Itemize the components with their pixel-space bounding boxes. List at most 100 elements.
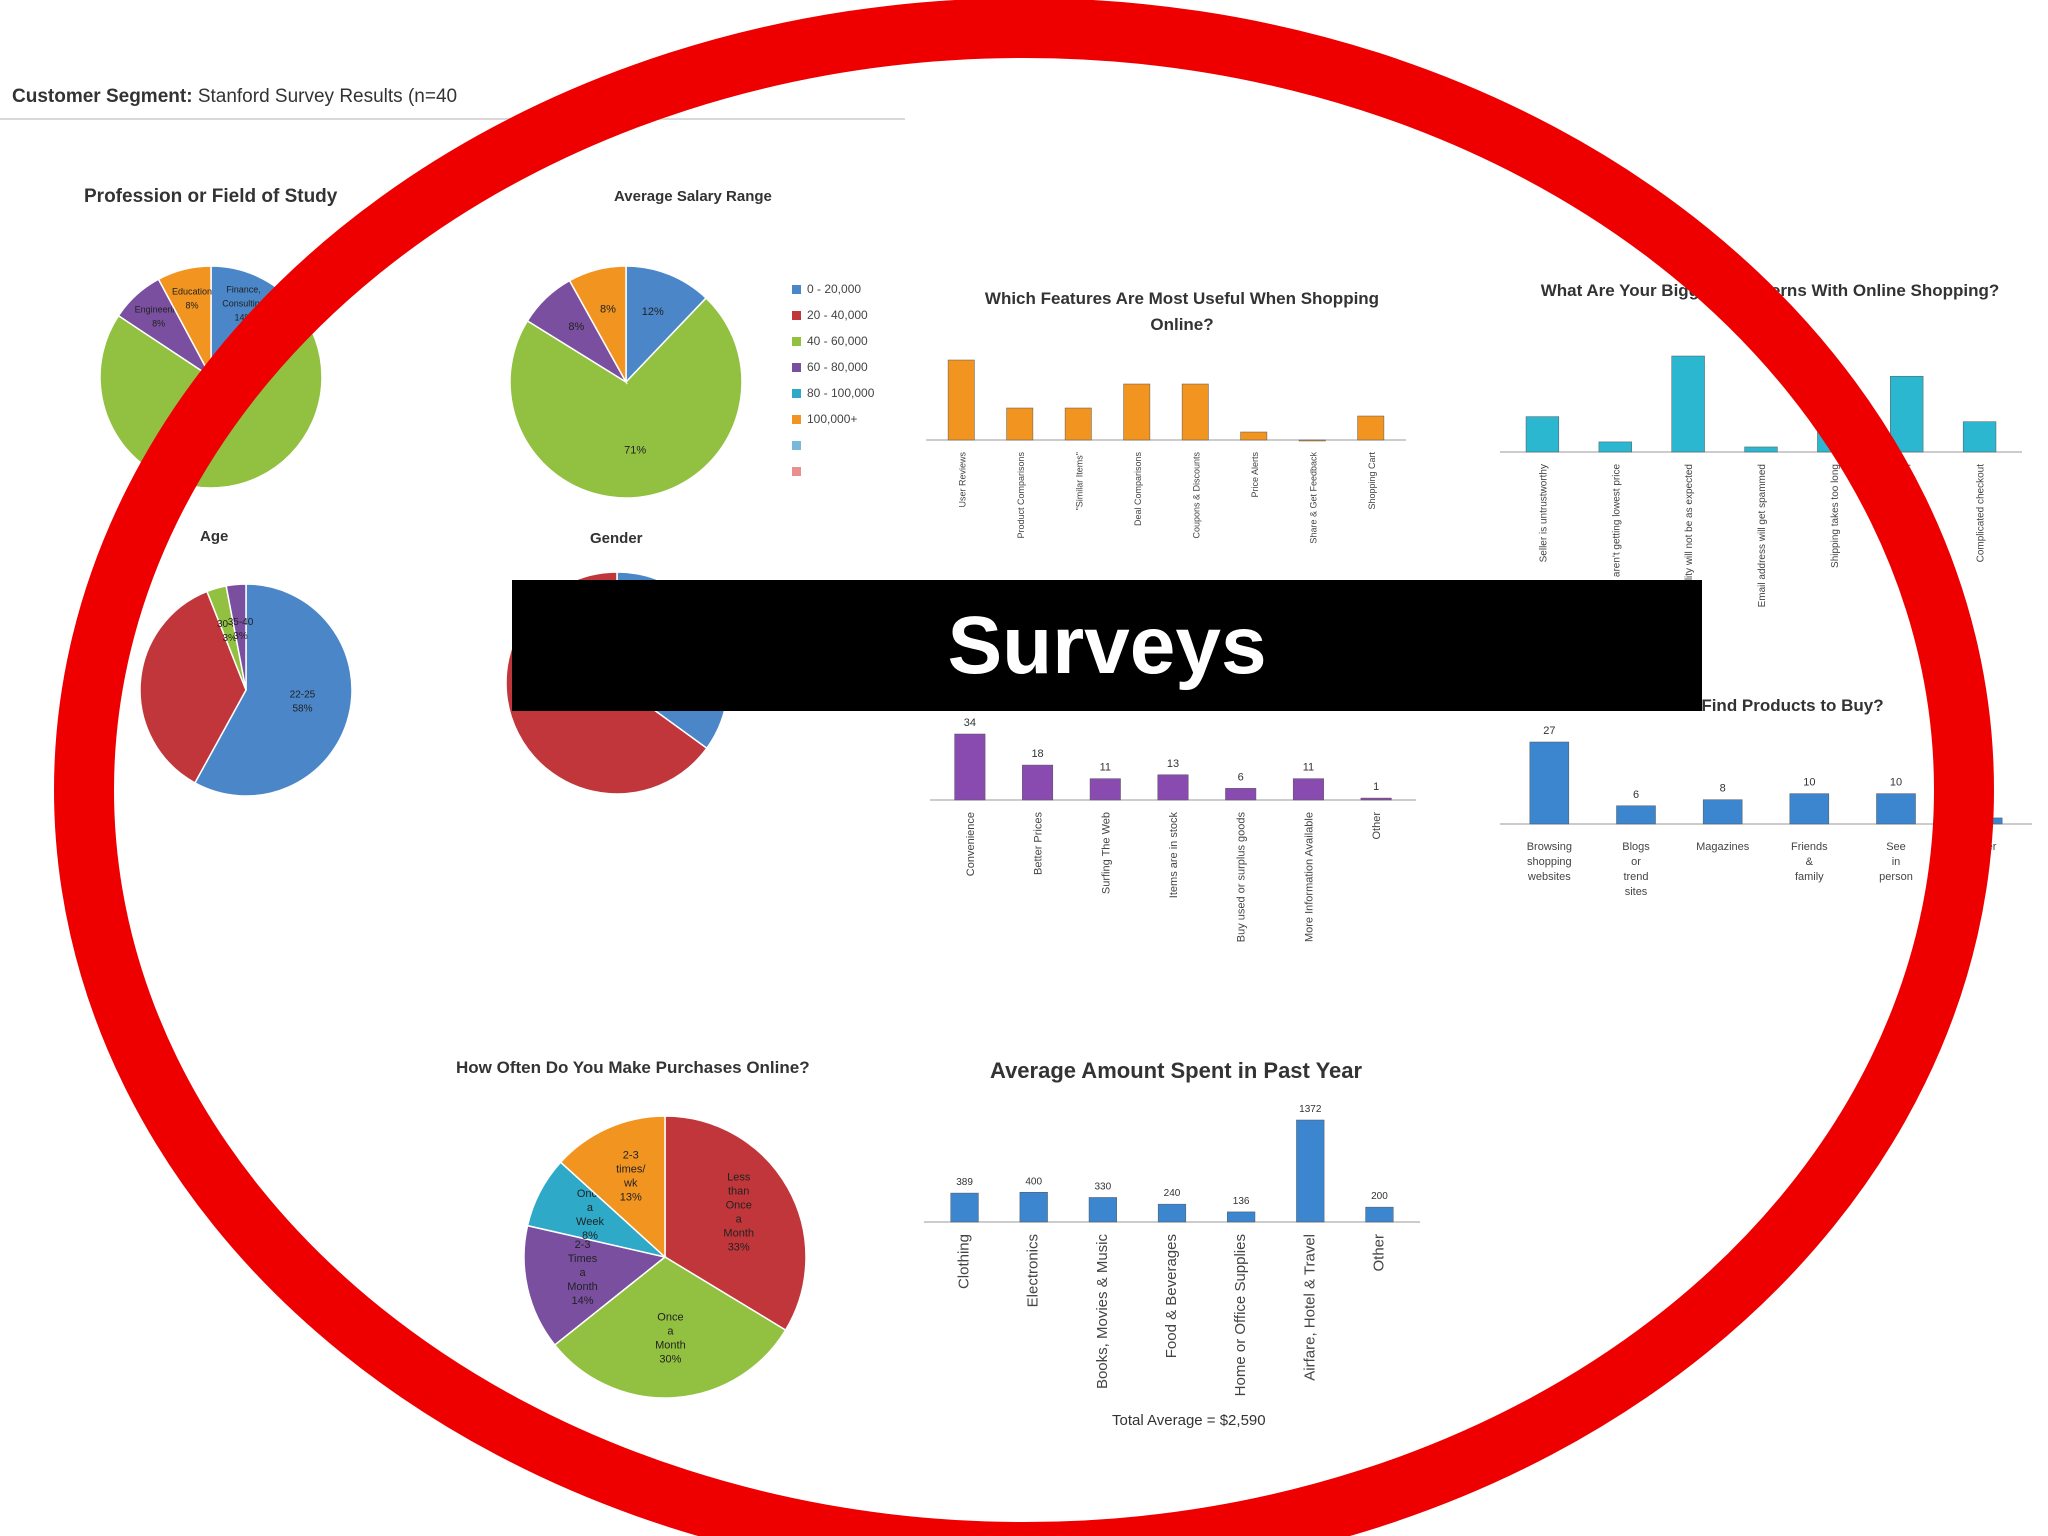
bar — [1365, 1206, 1394, 1223]
spent-title: Average Amount Spent in Past Year — [990, 1058, 1363, 1083]
bar-value-label: 136 — [1233, 1196, 1250, 1207]
bar-value-label: 200 — [1371, 1191, 1388, 1202]
category-label: Browsing shopping websites — [1527, 841, 1572, 883]
bar — [1089, 778, 1121, 801]
bar-value-label: 27 — [1543, 725, 1555, 737]
bar — [1671, 355, 1705, 453]
bar-value-label: 8 — [1720, 783, 1726, 795]
bar — [1019, 1192, 1048, 1223]
find-bar-chart: 27 Browsing shopping websites 6 Blogs or trend s… — [1500, 725, 2032, 898]
bar — [1357, 415, 1385, 441]
category-label: Electronics — [1025, 1234, 1042, 1307]
bar — [1292, 778, 1324, 801]
legend-swatch — [792, 284, 801, 294]
spent-bar-chart: 389 Clothing 400 Electronics 330 Books, Movie… — [924, 1104, 1420, 1396]
header-label: Customer Segment: — [12, 86, 193, 107]
bar — [1817, 426, 1851, 453]
legend-swatch — [792, 414, 801, 424]
category-label: Blogs or trend sites — [1622, 841, 1650, 898]
header-divider — [0, 118, 905, 120]
category-label: Difficult to return — [1903, 464, 1914, 537]
bar — [1789, 793, 1830, 825]
salary-legend: 0 - 20,000 20 - 40,000 40 - 60,000 60 - 80,… — [792, 276, 874, 484]
legend-swatch — [792, 336, 801, 346]
age-pie: 22-25 58%30-35 3%35-40 3% — [139, 583, 353, 797]
bar — [1598, 441, 1632, 453]
bar — [947, 359, 975, 441]
bar — [1298, 439, 1326, 442]
bar — [1296, 1119, 1325, 1223]
bar-value-label: 330 — [1095, 1181, 1112, 1192]
bar — [1088, 1197, 1117, 1223]
category-label: Surfing The Web — [1100, 812, 1112, 894]
legend-item: 40 - 60,000 — [792, 328, 874, 354]
salary-title: Average Salary Range — [614, 188, 772, 205]
bar — [1006, 407, 1034, 441]
legend-item: 0 - 20,000 — [792, 276, 874, 302]
bar-value-label: 1372 — [1299, 1104, 1322, 1115]
bar-value-label: 10 — [1890, 777, 1902, 789]
bar — [1360, 797, 1392, 801]
category-label: Shipping takes too long — [1830, 464, 1841, 568]
category-label: Food & Beverages — [1163, 1234, 1180, 1358]
category-label: "Similar Items" — [1074, 452, 1084, 510]
salary-pie: 12% 71% 8% 8% — [509, 265, 743, 499]
features-title: Which Features Are Most Useful When Shop… — [984, 289, 1380, 334]
bar — [1157, 774, 1189, 801]
legend-item: 20 - 40,000 — [792, 302, 874, 328]
category-label: User Reviews — [957, 452, 967, 508]
bar-value-label: 11 — [1303, 762, 1314, 774]
legend-item: 80 - 100,000 — [792, 380, 874, 406]
bar — [1157, 1203, 1187, 1223]
bar-value-label: 400 — [1025, 1176, 1042, 1187]
legend-label: 100,000+ — [807, 412, 858, 426]
bar — [1890, 375, 1924, 453]
category-label: Home or Office Supplies — [1232, 1234, 1249, 1396]
bar — [1181, 383, 1209, 441]
total-average: Total Average = $2,590 — [1112, 1412, 1266, 1429]
features-bar-chart: User Reviews Product Comparisons "Similar … — [926, 359, 1406, 544]
bar — [1227, 1211, 1256, 1223]
category-label: You aren't getting lowest price — [1611, 464, 1622, 597]
category-label: Seller is untrustworthy — [1538, 464, 1549, 562]
legend-item — [792, 458, 874, 484]
category-label: Friends & family — [1791, 841, 1828, 883]
frequency-pie: Less than Once a Month 33%Once a Month 30%2-3 Tim… — [523, 1115, 807, 1399]
bar-value-label: 18 — [1031, 748, 1043, 760]
bar — [1962, 817, 2003, 825]
surveys-banner: Surveys — [512, 580, 1702, 711]
category-label: Share & Get Feedback — [1308, 452, 1318, 544]
banner-text: Surveys — [947, 599, 1267, 691]
category-label: Shopping Cart — [1367, 452, 1377, 510]
bar-value-label: 2 — [1980, 801, 1986, 813]
category-label: Convenience — [965, 812, 977, 876]
legend-item — [792, 432, 874, 458]
bar-value-label: 11 — [1100, 762, 1111, 774]
category-label: Price Alerts — [1250, 452, 1260, 498]
category-label: Other — [1969, 841, 1997, 853]
category-label: Complicated checkout — [1976, 464, 1987, 563]
bar — [1702, 799, 1743, 825]
bar-value-label: 240 — [1164, 1188, 1181, 1199]
legend-label: 0 - 20,000 — [807, 282, 862, 296]
legend-swatch — [792, 388, 801, 398]
category-label: Other — [1371, 812, 1383, 840]
bar — [1240, 431, 1268, 441]
legend-label: 60 - 80,000 — [807, 360, 868, 374]
page-header: Customer Segment: Stanford Survey Result… — [12, 86, 457, 108]
category-label: Deal Comparisons — [1133, 452, 1143, 527]
bar — [954, 733, 986, 801]
category-label: Books, Movies & Music — [1094, 1234, 1111, 1390]
category-label: Email address will get spammed — [1757, 464, 1768, 607]
profession-title: Profession or Field of Study — [84, 186, 338, 207]
category-label: Clothing — [956, 1234, 973, 1289]
category-label: Product Comparisons — [1016, 452, 1026, 539]
category-label: Other — [1370, 1234, 1387, 1272]
legend-swatch — [792, 310, 801, 320]
category-label: Buy used or surplus goods — [1236, 812, 1248, 943]
bar — [1064, 407, 1092, 441]
age-title: Age — [200, 528, 229, 545]
pie-data-label: 8% — [600, 303, 616, 315]
bar-value-label: 34 — [964, 717, 976, 729]
